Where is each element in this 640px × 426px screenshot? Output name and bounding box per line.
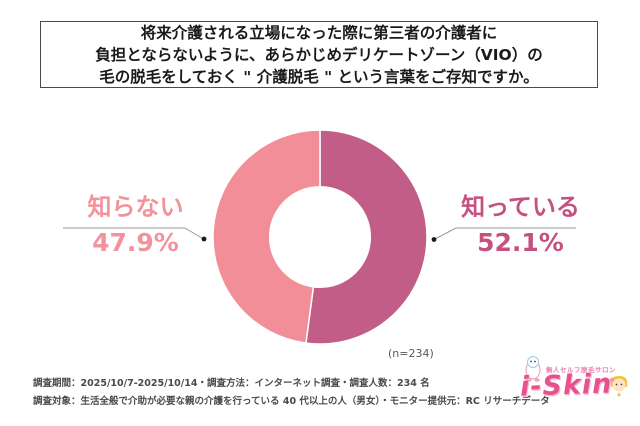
donut-segments — [212, 129, 428, 345]
callout-dont-know: 知らない 47.9% — [58, 193, 213, 258]
brand-logo: 無人セルフ脱毛サロン i-Skin — [508, 352, 638, 420]
callout-know: 知っている 52.1% — [448, 193, 593, 258]
survey-details: 調査期間：2025/10/7-2025/10/14・調査方法：インターネット調査… — [33, 375, 550, 411]
survey-question-line1: 将来介護される立場になった際に第三者の介護者に — [140, 23, 498, 42]
leader-dot-left — [201, 236, 207, 242]
callout-dont-know-value: 47.9% — [92, 228, 179, 257]
mascot-character-icon-left — [525, 356, 541, 382]
callout-know-label: 知っている — [461, 193, 580, 221]
sample-size-note: (n=234) — [388, 347, 434, 360]
leader-line-left — [63, 227, 203, 239]
survey-details-line1: 調査期間：2025/10/7-2025/10/14・調査方法：インターネット調査… — [33, 378, 430, 389]
leader-line-right — [434, 227, 576, 240]
mascot-character-icon-right — [609, 376, 628, 396]
survey-question-line2: 負担とならないように、あらかじめデリケートゾーン（VIO）の — [95, 45, 543, 64]
survey-question-line3: 毛の脱毛をしておく " 介護脱毛 " という言葉をご存知ですか。 — [99, 67, 539, 86]
donut-segment-dont-know — [212, 129, 321, 344]
survey-details-line2: 調査対象：生活全般で介助が必要な親の介護を行っている 40 代以上の人（男女）・… — [33, 396, 550, 407]
logo-tagline: 無人セルフ脱毛サロン — [546, 366, 616, 374]
logo-wordmark: i-Skin — [519, 368, 613, 403]
leader-dot-right — [431, 237, 437, 242]
survey-question-box: 将来介護される立場になった際に第三者の介護者に 負担とならないように、あらかじめ… — [40, 21, 598, 88]
donut-segment-know — [305, 129, 428, 345]
callout-know-value: 52.1% — [477, 228, 564, 257]
callout-dont-know-label: 知らない — [87, 193, 184, 221]
